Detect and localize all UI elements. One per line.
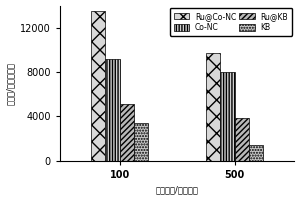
Y-axis label: 比容量/毫安时每克: 比容量/毫安时每克 <box>6 62 15 105</box>
Bar <box>206 53 220 161</box>
Legend: Ru@Co-NC, Co-NC, Ru@KB, KB: Ru@Co-NC, Co-NC, Ru@KB, KB <box>170 8 292 36</box>
Bar <box>235 118 249 161</box>
Bar <box>120 104 134 161</box>
X-axis label: 电流密度/毫安每克: 电流密度/毫安每克 <box>156 185 199 194</box>
Bar <box>91 11 106 161</box>
Bar <box>249 145 263 161</box>
Bar <box>220 72 235 161</box>
Bar <box>134 123 148 161</box>
Bar <box>106 59 120 161</box>
